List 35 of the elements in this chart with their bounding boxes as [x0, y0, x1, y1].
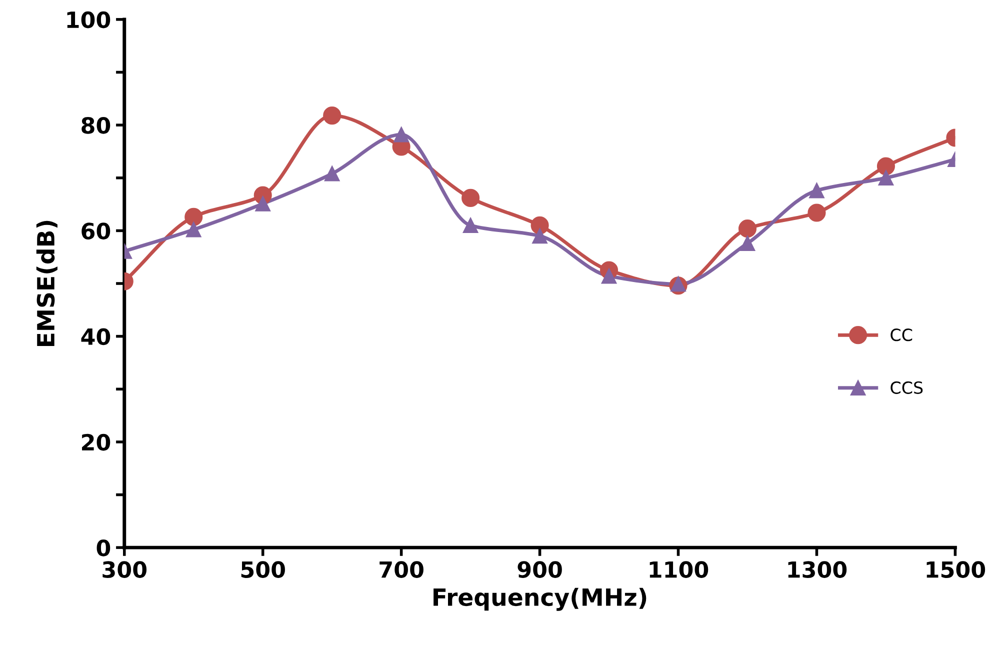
point: [808, 204, 826, 222]
point: [324, 166, 340, 182]
point: [462, 218, 478, 234]
point: [601, 268, 617, 284]
point: [186, 222, 202, 238]
x-tick-label: 1500: [926, 561, 986, 578]
point: [530, 216, 549, 234]
point: [462, 188, 480, 207]
x-tick-label: 300: [102, 561, 147, 578]
y-axis-title: EMSE(dB): [36, 220, 58, 346]
point: [878, 170, 894, 186]
legend-label: CCS: [890, 381, 923, 394]
point: [255, 196, 270, 212]
x-axis-title: Frequency(MHz): [434, 588, 646, 611]
x-tick-label: 900: [518, 561, 562, 578]
y-tick-label: 100: [67, 11, 110, 28]
x-tick-label: 1300: [788, 561, 847, 578]
point: [670, 276, 686, 292]
point: [876, 157, 895, 176]
y-tick-label: 60: [82, 222, 110, 240]
x-tick-label: 1100: [650, 561, 708, 578]
point: [323, 106, 342, 125]
y-tick-label: 20: [82, 434, 110, 451]
y-tick-label: 80: [82, 117, 110, 134]
x-tick-label: 700: [380, 561, 424, 578]
point: [809, 182, 824, 198]
legend-label: CC: [890, 328, 912, 342]
y-tick-label: 40: [81, 328, 110, 346]
point: [532, 228, 548, 244]
y-tick-label: 0: [96, 540, 110, 556]
point: [184, 208, 203, 226]
point: [740, 236, 756, 251]
point: [394, 126, 409, 142]
x-tick-label: 500: [241, 561, 285, 578]
point: [738, 220, 757, 238]
